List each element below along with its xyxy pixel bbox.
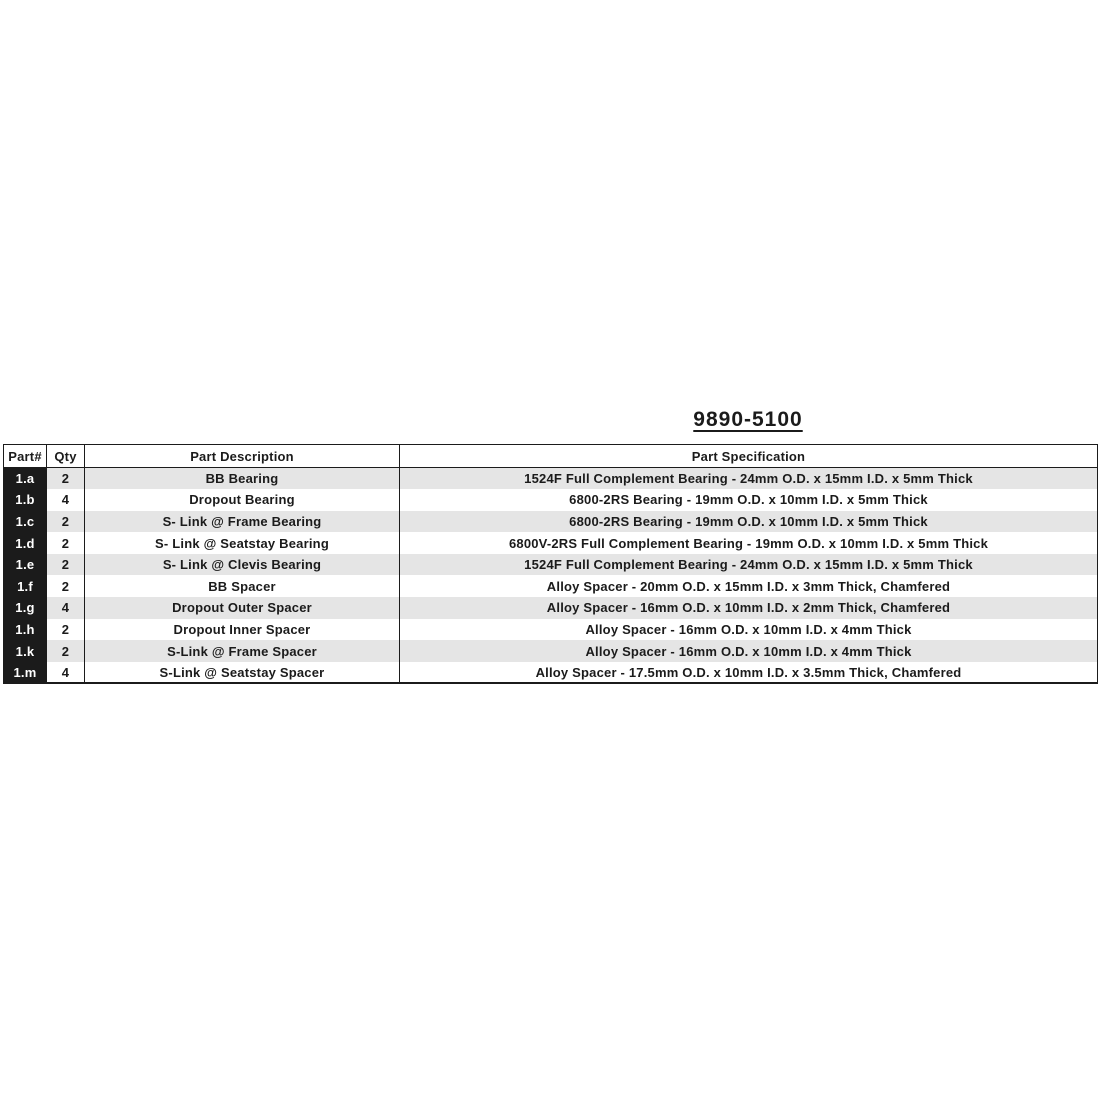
table-row: 1.f 2 BB Spacer Alloy Spacer - 20mm O.D.…: [3, 575, 1098, 598]
cell-specification: Alloy Spacer - 16mm O.D. x 10mm I.D. x 4…: [399, 618, 1098, 641]
table-row: 1.d 2 S- Link @ Seatstay Bearing 6800V-2…: [3, 532, 1098, 554]
table-row: 1.k 2 S-Link @ Frame Spacer Alloy Spacer…: [3, 640, 1098, 662]
cell-description: S-Link @ Seatstay Spacer: [84, 661, 400, 684]
cell-specification: 1524F Full Complement Bearing - 24mm O.D…: [399, 467, 1098, 490]
table-row: 1.a 2 BB Bearing 1524F Full Complement B…: [3, 467, 1098, 490]
table-row: 1.e 2 S- Link @ Clevis Bearing 1524F Ful…: [3, 553, 1098, 576]
cell-quantity: 2: [46, 575, 85, 598]
cell-specification: Alloy Spacer - 16mm O.D. x 10mm I.D. x 4…: [399, 640, 1098, 662]
cell-quantity: 2: [46, 640, 85, 662]
cell-quantity: 4: [46, 489, 85, 511]
cell-part-number: 1.e: [3, 553, 47, 576]
cell-specification: Alloy Spacer - 17.5mm O.D. x 10mm I.D. x…: [399, 661, 1098, 684]
cell-description: BB Spacer: [84, 575, 400, 598]
cell-part-number: 1.g: [3, 597, 47, 619]
cell-quantity: 2: [46, 618, 85, 641]
header-description: Part Description: [84, 444, 400, 468]
cell-part-number: 1.d: [3, 532, 47, 554]
cell-quantity: 2: [46, 510, 85, 533]
cell-specification: Alloy Spacer - 20mm O.D. x 15mm I.D. x 3…: [399, 575, 1098, 598]
cell-part-number: 1.m: [3, 661, 47, 684]
cell-specification: 6800V-2RS Full Complement Bearing - 19mm…: [399, 532, 1098, 554]
cell-description: Dropout Outer Spacer: [84, 597, 400, 619]
cell-description: S-Link @ Frame Spacer: [84, 640, 400, 662]
parts-table: Part# Qty Part Description Part Specific…: [3, 444, 1098, 685]
cell-quantity: 4: [46, 597, 85, 619]
table-header: Part# Qty Part Description Part Specific…: [3, 444, 1098, 468]
cell-specification: 6800-2RS Bearing - 19mm O.D. x 10mm I.D.…: [399, 510, 1098, 533]
cell-part-number: 1.h: [3, 618, 47, 641]
cell-specification: 6800-2RS Bearing - 19mm O.D. x 10mm I.D.…: [399, 489, 1098, 511]
cell-part-number: 1.k: [3, 640, 47, 662]
header-quantity: Qty: [46, 444, 85, 468]
table-row: 1.m 4 S-Link @ Seatstay Spacer Alloy Spa…: [3, 661, 1098, 684]
cell-description: BB Bearing: [84, 467, 400, 490]
cell-part-number: 1.c: [3, 510, 47, 533]
table-row: 1.h 2 Dropout Inner Spacer Alloy Spacer …: [3, 618, 1098, 641]
header-part-number: Part#: [3, 444, 47, 468]
table-row: 1.g 4 Dropout Outer Spacer Alloy Spacer …: [3, 597, 1098, 619]
cell-quantity: 2: [46, 553, 85, 576]
cell-specification: Alloy Spacer - 16mm O.D. x 10mm I.D. x 2…: [399, 597, 1098, 619]
cell-part-number: 1.a: [3, 467, 47, 490]
table-row: 1.c 2 S- Link @ Frame Bearing 6800-2RS B…: [3, 510, 1098, 533]
cell-description: S- Link @ Seatstay Bearing: [84, 532, 400, 554]
table-body: 1.a 2 BB Bearing 1524F Full Complement B…: [3, 467, 1098, 684]
cell-specification: 1524F Full Complement Bearing - 24mm O.D…: [399, 553, 1098, 576]
cell-description: Dropout Inner Spacer: [84, 618, 400, 641]
part-kit-number: 9890-5100: [693, 408, 803, 431]
cell-part-number: 1.f: [3, 575, 47, 598]
cell-description: S- Link @ Clevis Bearing: [84, 553, 400, 576]
cell-description: S- Link @ Frame Bearing: [84, 510, 400, 533]
cell-quantity: 2: [46, 467, 85, 490]
cell-description: Dropout Bearing: [84, 489, 400, 511]
header-row: Part# Qty Part Description Part Specific…: [3, 444, 1098, 468]
cell-quantity: 4: [46, 661, 85, 684]
page-title: 9890-5100: [399, 408, 1097, 432]
cell-quantity: 2: [46, 532, 85, 554]
cell-part-number: 1.b: [3, 489, 47, 511]
table-row: 1.b 4 Dropout Bearing 6800-2RS Bearing -…: [3, 489, 1098, 511]
header-specification: Part Specification: [399, 444, 1098, 468]
